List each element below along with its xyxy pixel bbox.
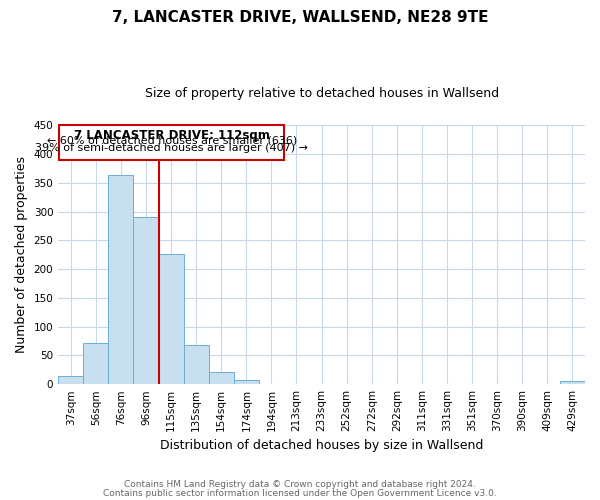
Bar: [560, 382, 585, 384]
Text: Contains public sector information licensed under the Open Government Licence v3: Contains public sector information licen…: [103, 489, 497, 498]
Bar: [109, 176, 133, 384]
Bar: [234, 380, 259, 384]
Y-axis label: Number of detached properties: Number of detached properties: [15, 156, 28, 353]
Bar: [209, 372, 234, 384]
Bar: [184, 345, 209, 384]
X-axis label: Distribution of detached houses by size in Wallsend: Distribution of detached houses by size …: [160, 440, 483, 452]
Text: 39% of semi-detached houses are larger (407) →: 39% of semi-detached houses are larger (…: [35, 142, 308, 152]
Bar: [83, 343, 109, 384]
Text: 7 LANCASTER DRIVE: 112sqm: 7 LANCASTER DRIVE: 112sqm: [74, 130, 269, 142]
Bar: [58, 376, 83, 384]
Bar: [133, 218, 158, 384]
Bar: [59, 126, 284, 160]
Title: Size of property relative to detached houses in Wallsend: Size of property relative to detached ho…: [145, 88, 499, 101]
Text: ← 60% of detached houses are smaller (636): ← 60% of detached houses are smaller (63…: [47, 136, 297, 145]
Bar: [158, 254, 184, 384]
Text: Contains HM Land Registry data © Crown copyright and database right 2024.: Contains HM Land Registry data © Crown c…: [124, 480, 476, 489]
Text: 7, LANCASTER DRIVE, WALLSEND, NE28 9TE: 7, LANCASTER DRIVE, WALLSEND, NE28 9TE: [112, 10, 488, 25]
